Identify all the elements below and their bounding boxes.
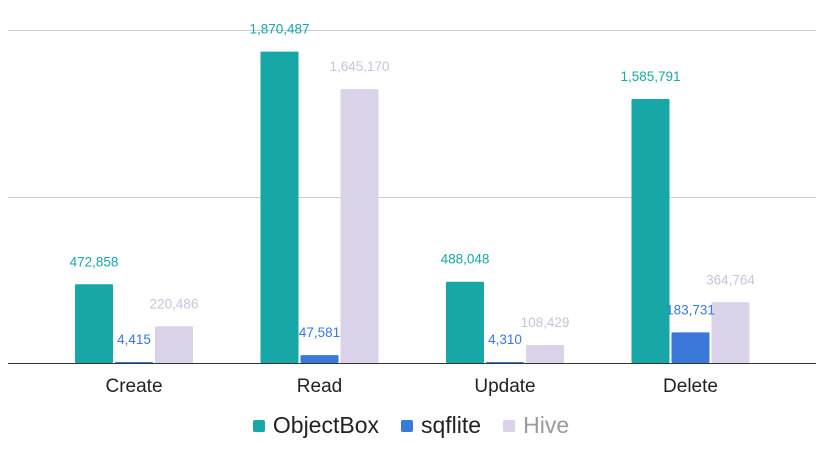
value-label-objectbox-update: 488,048 — [441, 252, 490, 267]
x-tick-label-delete: Delete — [663, 376, 718, 397]
value-labels: 472,858 4,415 220,486 1,870,487 47,581 1,645,… — [70, 22, 756, 347]
bar-sqflite-read — [300, 355, 339, 363]
value-label-objectbox-read: 1,870,487 — [249, 22, 309, 37]
bar-objectbox-create — [75, 284, 113, 363]
legend-swatch-hive — [503, 419, 516, 432]
value-label-hive-read: 1,645,170 — [329, 59, 389, 74]
gridlines — [8, 30, 816, 198]
legend-label-objectbox: ObjectBox — [272, 412, 379, 438]
bar-chart: 472,858 4,415 220,486 1,870,487 47,581 1,645,… — [8, 22, 816, 397]
bar-sqflite-update — [486, 362, 524, 363]
bar-hive-update — [526, 344, 564, 363]
value-label-hive-update: 108,429 — [521, 315, 570, 330]
bar-sqflite-create — [115, 362, 153, 363]
legend-item-sqflite: sqflite — [401, 412, 481, 439]
value-label-sqflite-read: 47,581 — [299, 325, 340, 340]
value-label-sqflite-update: 4,310 — [488, 332, 522, 347]
value-label-sqflite-delete: 183,731 — [666, 302, 715, 317]
x-tick-label-read: Read — [297, 376, 342, 397]
x-axis-tick-labels: Create Read Update Delete — [105, 376, 717, 397]
legend-swatch-sqflite — [401, 419, 413, 432]
legend-label-hive: Hive — [523, 412, 570, 438]
legend-item-hive: Hive — [503, 412, 569, 439]
bar-hive-create — [155, 326, 193, 363]
bar-hive-read — [340, 89, 379, 363]
value-label-hive-delete: 364,764 — [706, 272, 755, 287]
legend-item-objectbox: ObjectBox — [252, 412, 379, 439]
bar-sqflite-delete — [671, 332, 710, 363]
bar-objectbox-delete — [631, 98, 670, 364]
legend-label-sqflite: sqflite — [421, 412, 482, 438]
value-label-hive-create: 220,486 — [150, 296, 199, 311]
value-label-objectbox-create: 472,858 — [70, 254, 119, 269]
bars — [75, 51, 750, 364]
bar-objectbox-update — [446, 281, 484, 363]
bar-hive-delete — [711, 302, 750, 363]
x-tick-label-update: Update — [474, 376, 535, 397]
legend-swatch-objectbox — [252, 419, 265, 432]
value-label-sqflite-create: 4,415 — [117, 332, 151, 347]
bar-objectbox-read — [260, 51, 299, 364]
x-tick-label-create: Create — [105, 376, 162, 397]
value-label-objectbox-delete: 1,585,791 — [620, 69, 680, 84]
legend: ObjectBox sqflite Hive — [0, 412, 822, 439]
